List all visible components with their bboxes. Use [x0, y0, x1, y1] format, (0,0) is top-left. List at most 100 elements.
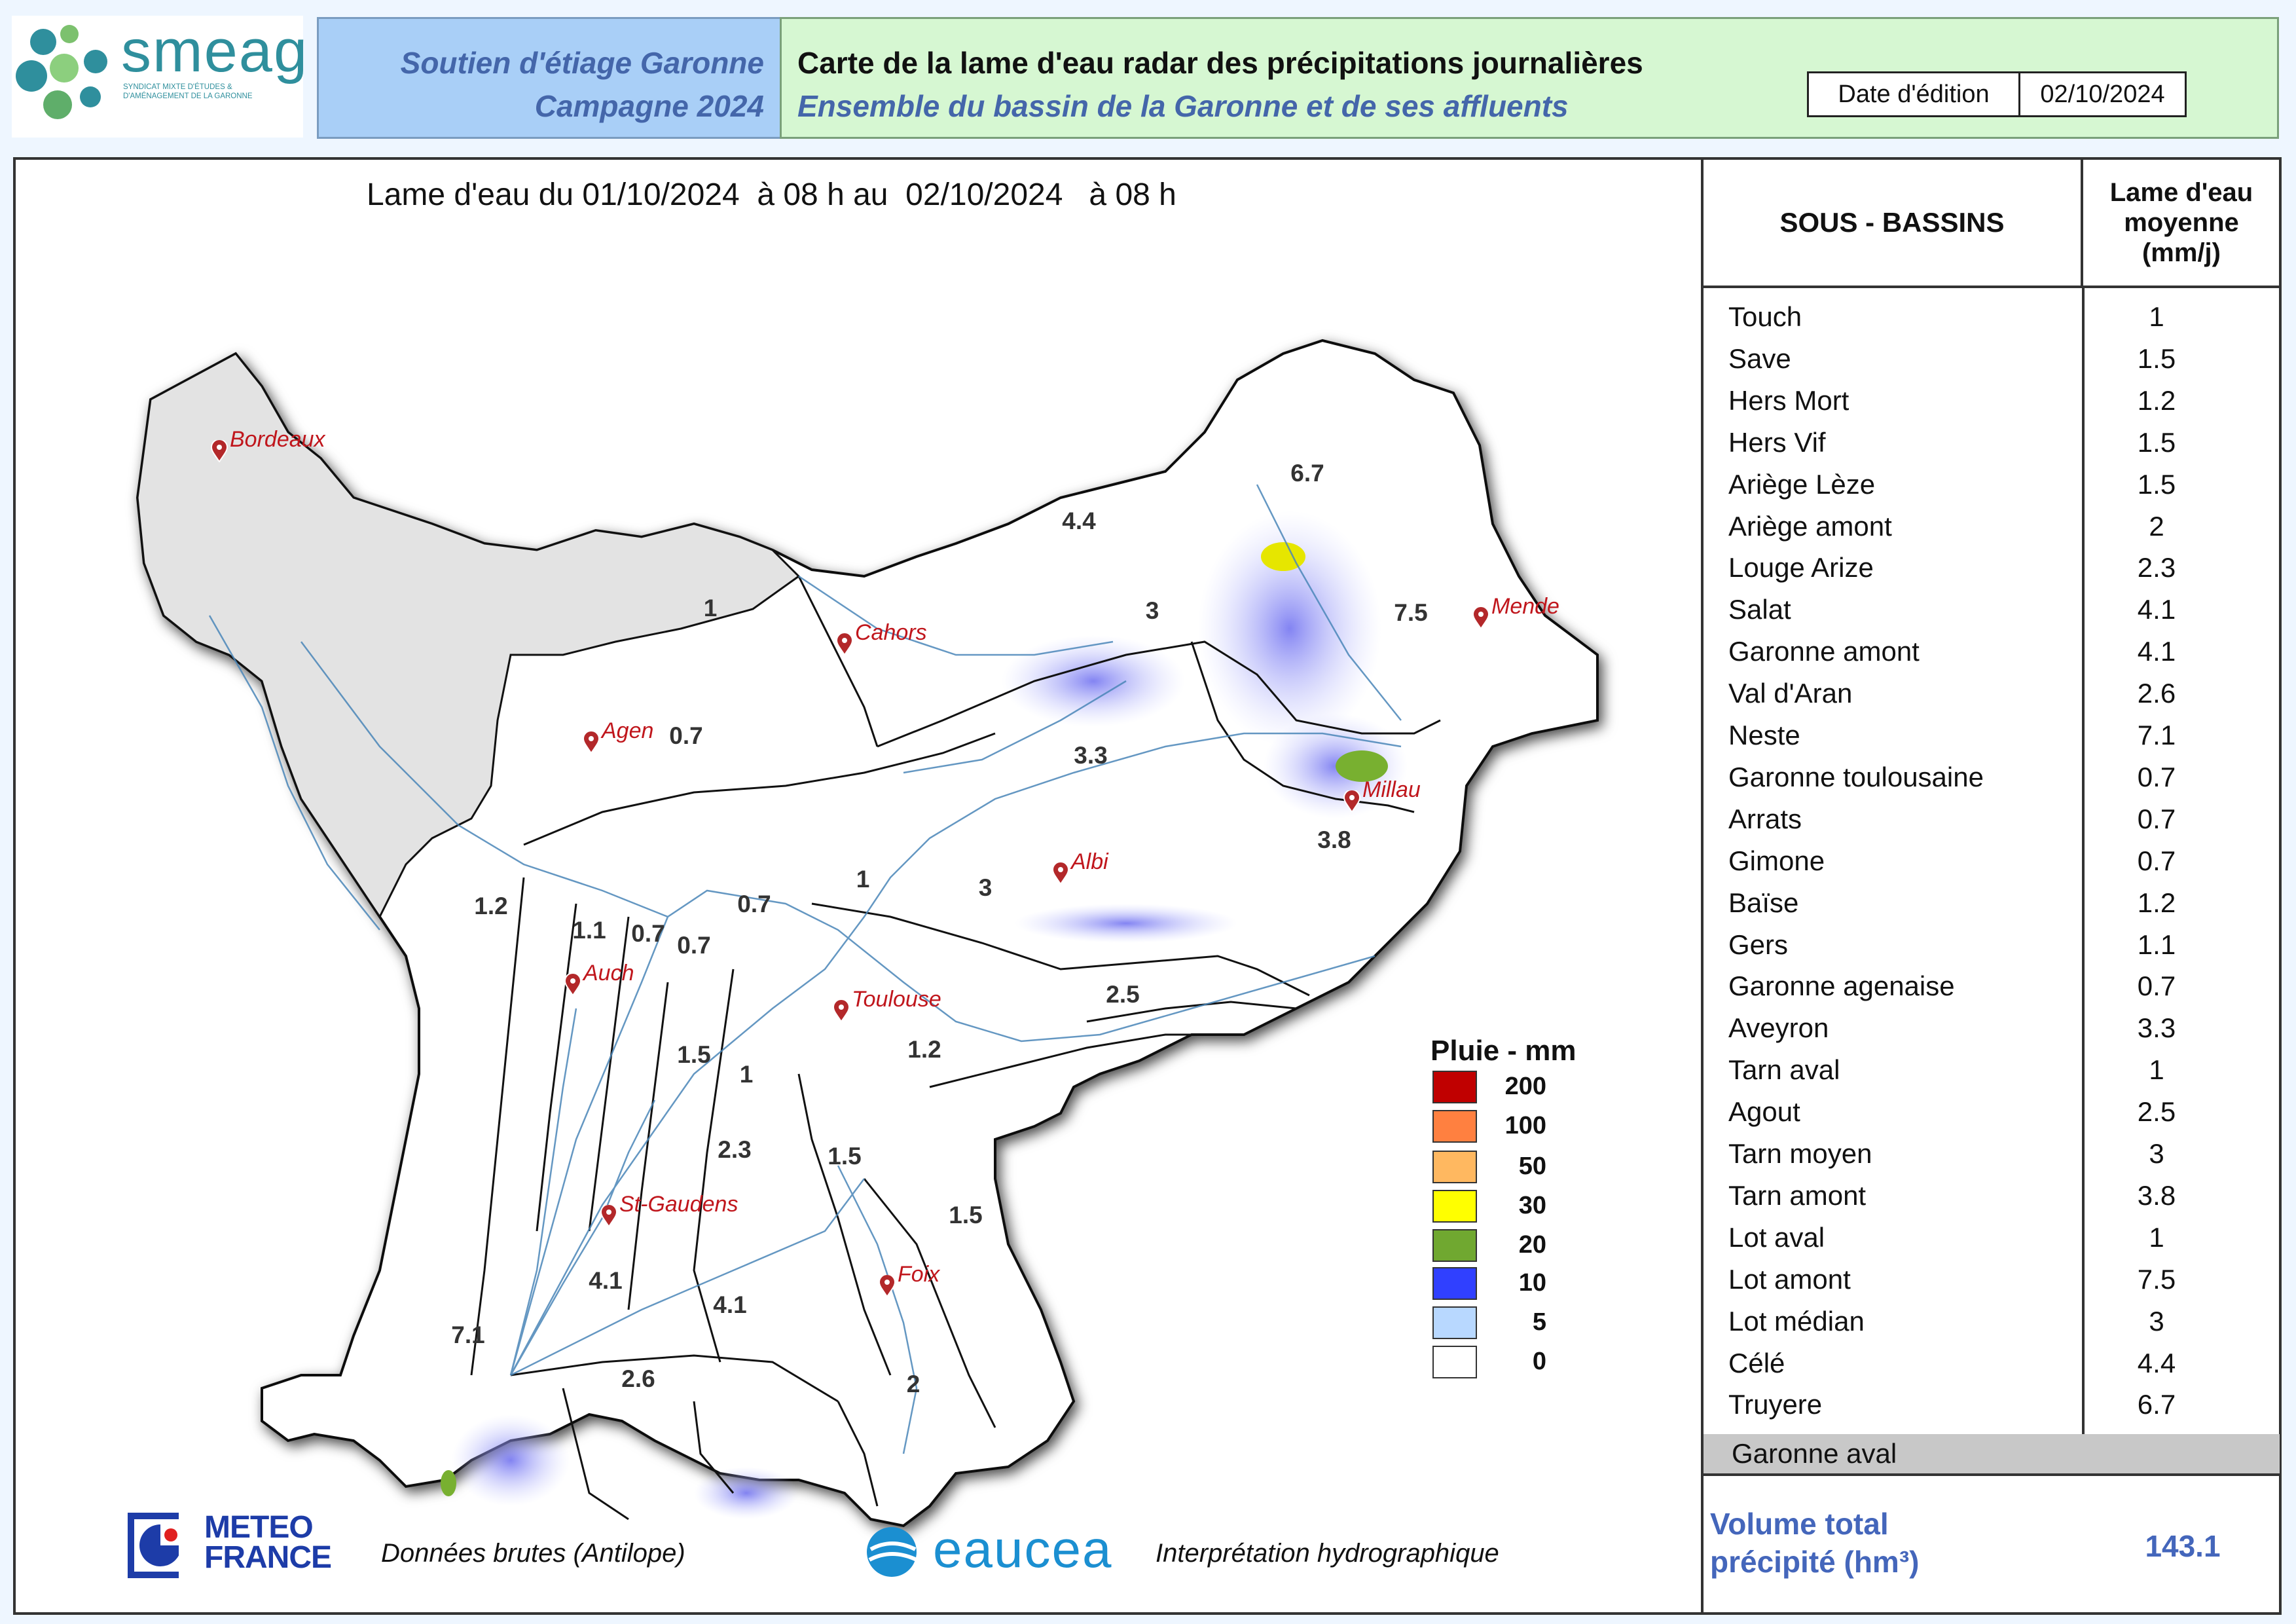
- table-header-mean-rain-l1: Lame d'eau: [2109, 178, 2253, 207]
- map-title: Lame d'eau du 01/10/2024 à 08 h au 02/10…: [367, 177, 1176, 212]
- table-row-name: Truyere: [1728, 1389, 1823, 1420]
- eaucea-caption: Interprétation hydrographique: [1156, 1539, 1499, 1568]
- table-column-divider: [2082, 288, 2085, 1475]
- city-marker-icon: [1343, 789, 1361, 813]
- basin-value-label: 4.1: [589, 1267, 623, 1294]
- city-marker-icon: [878, 1274, 896, 1298]
- table-row-name: Gimone: [1728, 845, 1825, 876]
- table-row-name: Lot aval: [1728, 1221, 1825, 1253]
- basin-value-label: 3: [1145, 597, 1159, 624]
- table-row-value: 1.2: [2137, 384, 2176, 416]
- table-row-name: Neste: [1728, 720, 1800, 750]
- campaign-line2: Campagne 2024: [534, 89, 764, 123]
- table-row-name: Salat: [1728, 594, 1791, 625]
- rain-area: [1198, 511, 1381, 747]
- table-row-value: 3: [2149, 1305, 2164, 1337]
- table-row-name: Arrats: [1728, 803, 1802, 834]
- basin-value-label: 2.3: [718, 1136, 752, 1163]
- table-row-value: 4.1: [2137, 594, 2176, 625]
- table-row-name: Save: [1728, 342, 1791, 374]
- table-row-name: Ariège amont: [1728, 510, 1892, 542]
- rivers: [208, 484, 1402, 1454]
- eaucea-wordmark: eaucea: [933, 1520, 1113, 1578]
- basin-value-label: 1.5: [949, 1202, 983, 1228]
- table-row-value: 1: [2149, 1221, 2164, 1253]
- basin-value-label: 7.1: [451, 1321, 485, 1348]
- table-row-value: 1.5: [2137, 468, 2176, 500]
- legend-swatch: [1432, 1190, 1477, 1223]
- table-row-name: Baïse: [1728, 887, 1799, 918]
- basin-value-label: 4.1: [713, 1291, 747, 1318]
- basin-value-label: 0.7: [631, 920, 665, 947]
- table-row-value: 4.1: [2137, 636, 2176, 667]
- title-box: Carte de la lame d'eau radar des précipi…: [780, 17, 2279, 139]
- volume-value: 143.1: [2145, 1529, 2221, 1563]
- table-row-name: Garonne toulousaine: [1728, 761, 1984, 792]
- table-row-name: Agout: [1728, 1096, 1800, 1128]
- legend-swatch: [1432, 1071, 1477, 1103]
- city-marker-icon: [832, 999, 850, 1023]
- legend-title: Pluie - mm: [1430, 1035, 1576, 1067]
- legend-swatch: [1432, 1267, 1477, 1300]
- garonne-aval-zone: [136, 352, 801, 919]
- eaucea-logo-icon: [867, 1527, 918, 1577]
- city-marker-icon: [564, 972, 582, 997]
- smeag-logo-mark: [16, 25, 107, 119]
- rain-area: [694, 1467, 799, 1519]
- subbasin-table: [1701, 157, 2282, 1615]
- basin-value-label: 3.8: [1317, 826, 1351, 853]
- basin-value-label: 0.7: [677, 932, 711, 959]
- table-row-name: Tarn aval: [1728, 1054, 1840, 1086]
- legend-swatch: [1432, 1151, 1477, 1183]
- table-row-value: 1: [2149, 1054, 2164, 1086]
- meteo-france-logo: [128, 1513, 179, 1578]
- rain-20mm-spot: [1336, 750, 1388, 782]
- table-row-value: 0.7: [2137, 803, 2176, 834]
- table-row-value: 1.2: [2137, 887, 2176, 918]
- city-marker-icon: [1472, 606, 1490, 630]
- meteo-france-caption: Données brutes (Antilope): [381, 1539, 685, 1568]
- table-row-name: Tarn moyen: [1728, 1138, 1872, 1169]
- rain-area: [1002, 635, 1185, 727]
- table-row-name: Louge Arize: [1728, 552, 1874, 583]
- city-marker-icon: [600, 1204, 618, 1228]
- legend-value: 100: [1504, 1112, 1546, 1139]
- meteo-france-wordmark: METEO FRANCE: [204, 1510, 332, 1574]
- table-row-name: Lot amont: [1728, 1263, 1851, 1295]
- basin-value-label: 7.5: [1394, 599, 1428, 626]
- basin-value-label: 2.6: [621, 1365, 655, 1392]
- rain-20mm-spot: [441, 1470, 456, 1496]
- table-header-mean-rain-l3: (mm/j): [2141, 238, 2221, 267]
- edition-date-box: Date d'édition 02/10/2024: [1807, 71, 2187, 117]
- table-row-garonne-aval: [1704, 1434, 2280, 1473]
- table-row-value: 3: [2149, 1138, 2164, 1169]
- rain-area: [452, 1414, 570, 1506]
- meteo-france-line1: METEO: [204, 1510, 314, 1545]
- table-row-name: Ariège Lèze: [1728, 468, 1876, 500]
- table-row-name: Garonne amont: [1728, 636, 1920, 667]
- table-row-value: 3.3: [2137, 1012, 2176, 1044]
- city-marker-icon: [1051, 861, 1070, 885]
- table-row-value: 1.1: [2137, 929, 2176, 960]
- table-row-name: Hers Mort: [1728, 384, 1850, 416]
- rain-area: [1015, 904, 1237, 943]
- table-row-value: 6.7: [2137, 1389, 2176, 1420]
- table-row-name: Val d'Aran: [1728, 678, 1853, 709]
- subbasin-boundaries: [470, 576, 1441, 1521]
- table-row-value: 7.5: [2137, 1263, 2176, 1295]
- table-row-value: 4.4: [2137, 1347, 2176, 1378]
- table-row-name: Lot médian: [1728, 1305, 1865, 1337]
- basin-value-label: 0.7: [737, 891, 771, 917]
- table-header-subbasins: SOUS - BASSINS: [1704, 160, 2083, 288]
- rain-30mm-spot: [1261, 542, 1305, 571]
- legend-value: 200: [1504, 1073, 1546, 1100]
- legend-swatch: [1432, 1110, 1477, 1143]
- basin-value-label: 1: [703, 595, 718, 621]
- table-row-value: 2: [2149, 510, 2164, 542]
- smeag-subtitle: SYNDICAT MIXTE D'ÉTUDES & D'AMÉNAGEMENT …: [123, 83, 253, 100]
- basin-value-label: 2.5: [1106, 981, 1140, 1008]
- table-row-name: Hers Vif: [1728, 426, 1826, 458]
- table-row-value: 2.5: [2137, 1096, 2176, 1128]
- city-label: Millau: [1362, 777, 1421, 802]
- city-label: Agen: [602, 718, 654, 743]
